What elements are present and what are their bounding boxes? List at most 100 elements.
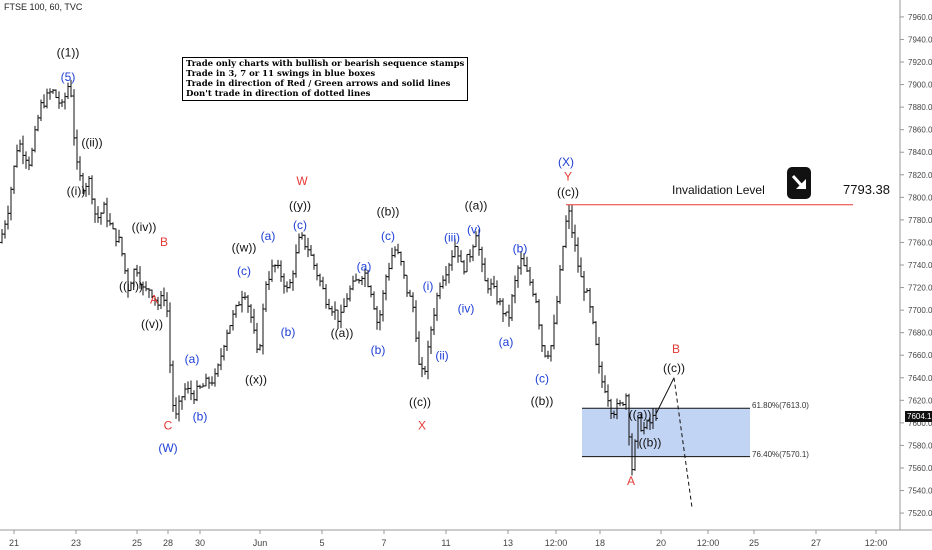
wave-label: (c) <box>293 218 307 232</box>
fibonacci-box-layer <box>582 407 750 458</box>
wave-label: ((b)) <box>377 204 400 218</box>
x-tick-label: 5 <box>319 538 324 548</box>
invalidation-price: 7793.38 <box>843 182 890 197</box>
x-tick-label: 21 <box>9 538 19 548</box>
down-arrow-badge <box>787 167 811 199</box>
x-tick-label: 23 <box>71 538 81 548</box>
arrow-down-right-icon <box>791 174 806 189</box>
y-tick-label: 7880.0 <box>908 103 932 112</box>
wave-label: B <box>160 235 168 249</box>
wave-label: ((a)) <box>331 326 354 340</box>
candles-layer <box>0 79 658 476</box>
x-tick-label: Jun <box>253 538 268 548</box>
wave-label: (b) <box>193 410 208 424</box>
wave-label: (a) <box>499 335 514 349</box>
wave-label: (b) <box>371 343 386 357</box>
y-tick-label: 7780.0 <box>908 216 932 225</box>
y-tick-label: 7860.0 <box>908 126 932 135</box>
projection-dotted-line <box>673 377 693 508</box>
wave-label: A <box>150 292 158 306</box>
wave-labels-layer: ((1))(5)((ii))((i))((iv))B((iii))A((v))C… <box>57 45 685 488</box>
wave-label: (iv) <box>458 301 475 315</box>
y-tick-label: 7740.0 <box>908 261 932 270</box>
y-tick-label: 7720.0 <box>908 284 932 293</box>
y-tick-label: 7620.0 <box>908 396 932 405</box>
wave-label: ((x)) <box>245 372 267 386</box>
wave-label: (c) <box>535 371 549 385</box>
wave-label: ((iii)) <box>119 279 143 293</box>
x-tick-label: 11 <box>441 538 450 548</box>
x-tick-label: 12:00 <box>697 538 720 548</box>
y-tick-label: 7700.0 <box>908 306 932 315</box>
wave-label: (v) <box>467 222 481 236</box>
wave-label: ((v)) <box>141 317 163 331</box>
x-tick-label: 12:00 <box>545 538 568 548</box>
wave-label: ((i)) <box>67 184 86 198</box>
y-tick-label: 7660.0 <box>908 351 932 360</box>
x-tick-label: 28 <box>163 538 173 548</box>
y-tick-label: 7760.0 <box>908 238 932 247</box>
wave-label: ((1)) <box>57 45 80 59</box>
wave-label: C <box>164 419 173 433</box>
invalidation-label: Invalidation Level <box>672 183 765 197</box>
wave-label: ((ii)) <box>81 136 102 150</box>
wave-label: ((a)) <box>629 407 652 421</box>
x-tick-label: 12:00 <box>865 538 888 548</box>
wave-label: (b) <box>513 242 528 256</box>
y-tick-label: 7560.0 <box>908 464 932 473</box>
y-tick-label: 7900.0 <box>908 81 932 90</box>
x-tick-label: 18 <box>595 538 605 548</box>
wave-label: ((b)) <box>531 394 554 408</box>
current-price-tag: 7604.1 <box>905 411 932 422</box>
y-tick-label: 7600.0 <box>908 419 932 428</box>
x-tick-label: 30 <box>195 538 205 548</box>
y-tick-label: 7580.0 <box>908 441 932 450</box>
rule-line-1: Trade only charts with bullish or bearis… <box>186 59 465 69</box>
y-tick-label: 7540.0 <box>908 487 932 496</box>
projection-solid-line <box>655 377 675 415</box>
wave-label: B <box>672 342 680 356</box>
wave-label: ((c)) <box>409 395 431 409</box>
trading-rules-box: Trade only charts with bullish or bearis… <box>182 57 469 101</box>
wave-label: (W) <box>158 441 177 455</box>
wave-label: (a) <box>185 352 200 366</box>
wave-label: (iii) <box>444 230 460 244</box>
y-tick-label: 7960.0 <box>908 13 932 22</box>
y-tick-label: 7800.0 <box>908 193 932 202</box>
wave-label: (X) <box>558 155 574 169</box>
rule-line-4: Don't trade in direction of dotted lines <box>186 89 371 99</box>
wave-label: (5) <box>61 70 76 84</box>
wave-label: W <box>296 174 308 188</box>
y-tick-label: 7680.0 <box>908 329 932 338</box>
fib-lower-label: 76.40%(7570.1) <box>752 449 809 459</box>
wave-label: ((w)) <box>232 240 257 254</box>
y-tick-label: 7940.0 <box>908 35 932 44</box>
wave-label: (a) <box>357 260 372 274</box>
fib-upper-label: 61.80%(7613.0) <box>752 401 809 411</box>
wave-label: ((c)) <box>663 361 685 375</box>
y-tick-label: 7520.0 <box>908 509 932 518</box>
rule-line-3: Trade in direction of Red / Green arrows… <box>186 79 451 89</box>
x-tick-label: 20 <box>656 538 666 548</box>
rule-line-2: Trade in 3, 7 or 11 swings in blue boxes <box>186 69 376 79</box>
wave-label: ((y)) <box>289 199 311 213</box>
wave-label: (ii) <box>435 349 448 363</box>
x-tick-label: 13 <box>503 538 513 548</box>
wave-label: (b) <box>281 325 296 339</box>
wave-label: (c) <box>381 229 395 243</box>
wave-label: Y <box>564 169 572 183</box>
chart-title: FTSE 100, 60, TVC <box>4 2 83 12</box>
x-tick-label: 27 <box>811 538 821 548</box>
wave-label: A <box>627 474 635 488</box>
x-tick-label: 25 <box>132 538 142 548</box>
wave-label: (a) <box>261 229 276 243</box>
wave-label: X <box>418 419 426 433</box>
y-tick-label: 7840.0 <box>908 148 932 157</box>
wave-label: ((c)) <box>557 185 579 199</box>
wave-label: (c) <box>237 264 251 278</box>
y-tick-label: 7820.0 <box>908 171 932 180</box>
wave-label: ((iv)) <box>132 220 157 234</box>
x-tick-label: 7 <box>381 538 386 548</box>
